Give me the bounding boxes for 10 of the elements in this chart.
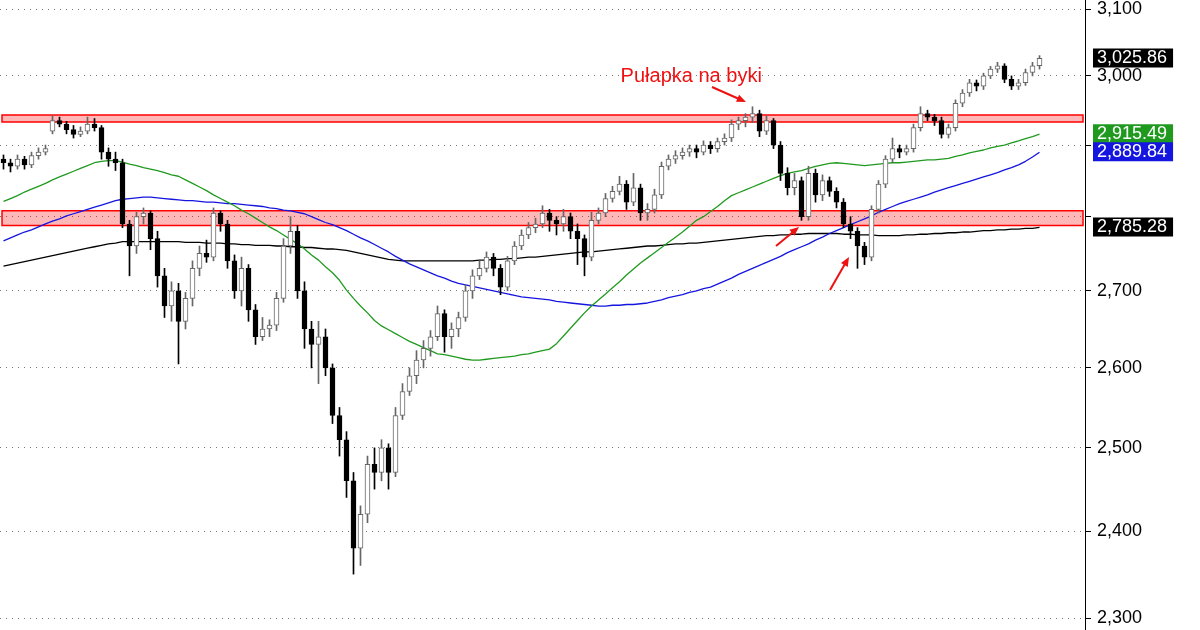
y-tick-label: 2,700: [1097, 279, 1143, 300]
annotation: Pułapka na byki: [620, 63, 762, 86]
y-tick-label: 2,500: [1097, 436, 1143, 457]
y-tick-label: 2,400: [1097, 520, 1143, 541]
y-tick-label: 2,300: [1097, 606, 1143, 627]
y-tick-label: 2,600: [1097, 356, 1143, 377]
y-tick-label: 3,100: [1097, 0, 1143, 18]
y-tick-label: 2,915.49: [1097, 123, 1168, 144]
y-tick-label: 2,889.84: [1097, 141, 1168, 162]
y-tick-label: 2,785.28: [1097, 216, 1168, 237]
